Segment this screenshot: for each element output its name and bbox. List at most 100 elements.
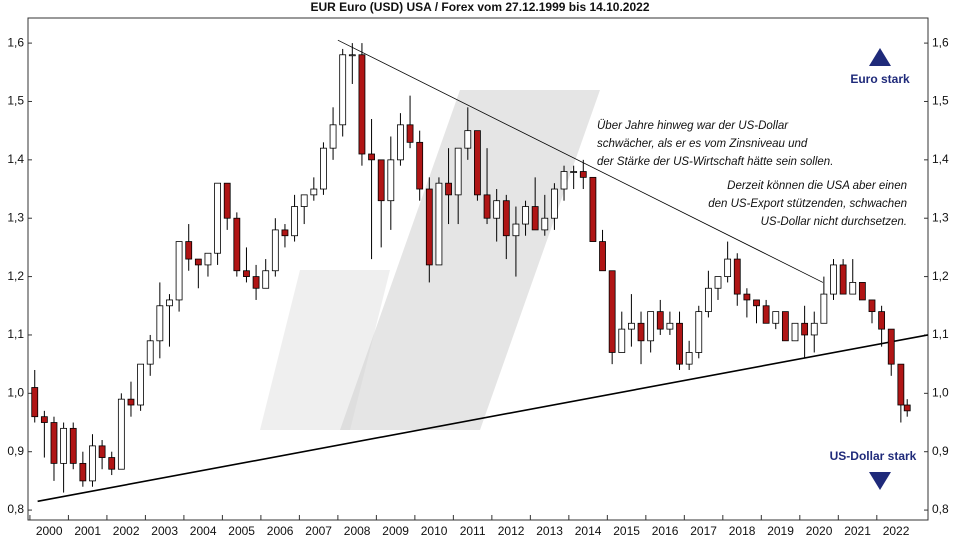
x-tick-label: 2020 [806,524,833,538]
x-tick-label: 2002 [113,524,140,538]
candle-body [185,241,193,260]
y-tick-label: 0,9 [7,444,24,458]
x-tick-label: 2013 [536,524,563,538]
candle-body [666,322,674,330]
candle-body [156,305,164,342]
candle-body [416,141,424,190]
candle-body [743,293,751,301]
candle-body [397,124,404,161]
candle-body [194,258,202,266]
candle-body [474,130,481,196]
x-tick-label: 2007 [305,524,332,538]
candle-body [541,217,549,231]
candle-body [589,176,597,242]
candle-body [753,299,760,307]
candle-body [897,363,905,406]
candle-body [348,54,356,57]
x-tick-label: 2006 [267,524,294,538]
candle-body [637,322,645,342]
x-tick-label: 2015 [613,524,640,538]
candle-body [570,171,578,173]
annotation: Über Jahre hinweg war der US-Dollar [597,120,789,132]
candle-body [223,182,231,219]
annotation: US-Dollar stark [830,449,917,463]
candle-body [772,311,780,324]
candle-body [406,124,414,143]
candle-body [31,387,39,418]
candle-body [839,264,847,295]
candle-body [368,153,375,161]
candle-body [233,217,241,272]
candle-body [791,322,799,342]
candle-body [887,328,895,365]
candle-body [704,287,712,313]
y-tick-label: 1,4 [932,152,949,166]
candle-body [320,147,327,190]
y-tick-label: 1,6 [932,35,949,49]
y-tick-label: 0,8 [932,502,949,516]
candle-body [762,305,770,324]
candle-body [685,352,693,365]
candle-body [531,206,539,231]
x-tick-label: 2009 [382,524,409,538]
candle-body [137,363,144,406]
candle-body [166,299,173,307]
candle-body [89,445,96,482]
y-tick-label: 1,0 [932,386,949,400]
candle-body [79,462,87,482]
candle-body [291,206,298,237]
candle-body [579,171,587,178]
y-tick-label: 1,6 [7,35,24,49]
x-tick-label: 2011 [460,524,486,538]
candle-body [425,188,433,266]
arrow-up [869,48,891,66]
x-tick-label: 2021 [844,524,871,538]
candle-body [281,229,289,237]
candle-body [310,188,318,196]
candle-body [849,282,857,295]
candle-body [98,445,106,458]
x-tick-label: 2010 [421,524,448,538]
candle-body [512,223,520,237]
candle-body [445,182,452,196]
candle-body [868,299,876,313]
candle-body [781,311,789,342]
x-tick-label: 2014 [575,524,602,538]
candle-body [733,258,741,295]
candle-body [608,270,616,353]
x-tick-label: 2022 [883,524,910,538]
candle-body [830,264,837,295]
candle-body [820,293,828,324]
x-tick-label: 2004 [190,524,217,538]
y-tick-label: 1,3 [932,210,949,224]
candle-body [387,159,395,202]
y-tick-label: 1,4 [7,152,24,166]
candle-body [214,182,221,254]
candle-body [599,241,606,272]
annotation: Euro stark [850,72,910,86]
y-tick-label: 0,9 [932,444,949,458]
x-tick-label: 2019 [767,524,794,538]
candle-body [618,328,626,353]
annotation: US-Dollar nicht durchsetzen. [761,216,907,228]
x-tick-label: 2012 [498,524,525,538]
annotation: den US-Export stützenden, schwachen [708,198,907,210]
candle-body [329,124,337,149]
candle-body [464,130,472,149]
candle-body [127,398,135,406]
candle-body [695,311,703,353]
candle-body [108,457,116,470]
y-tick-label: 1,1 [932,327,949,341]
x-tick-label: 2005 [228,524,255,538]
candle-body [262,270,270,289]
arrow-down [869,472,891,490]
candle-body [435,182,443,266]
candle-body [483,194,491,219]
trendline [37,334,929,503]
y-tick-label: 0,8 [7,502,24,516]
annotation: schwächer, als er es vom Zinsniveau und [597,138,808,150]
y-tick-label: 1,5 [7,94,24,108]
candle-body [551,188,558,219]
candle-body [204,252,212,266]
